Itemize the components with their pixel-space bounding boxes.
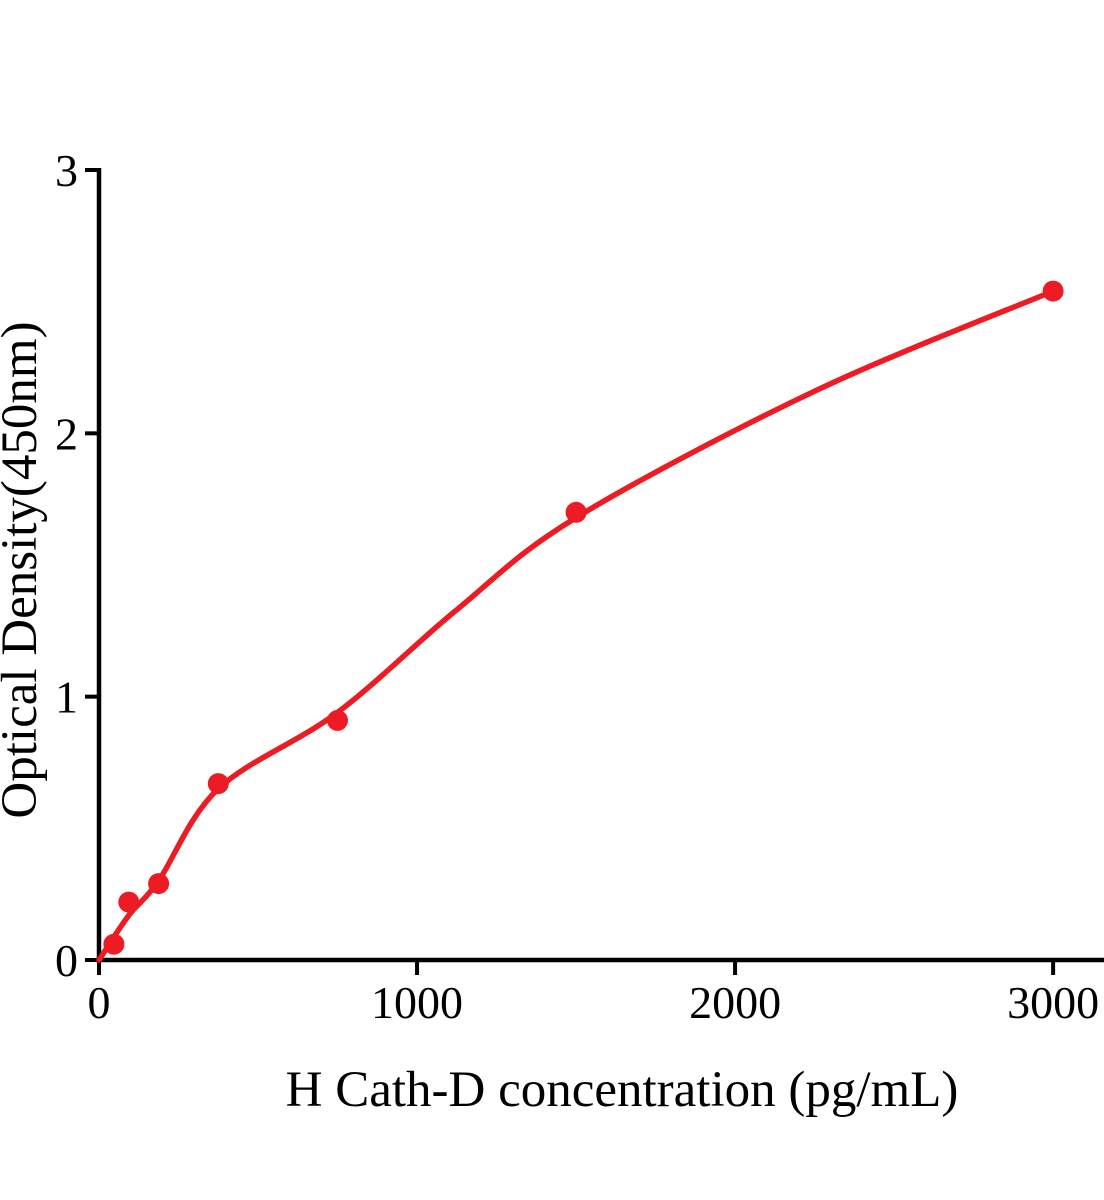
y-axis-ticks: 0 1 2 3	[55, 145, 99, 986]
data-point	[148, 873, 170, 895]
x-tick-label: 3000	[1007, 977, 1099, 1028]
data-point	[565, 501, 587, 523]
data-point	[207, 773, 229, 795]
x-axis-ticks: 0 1000 2000 3000	[88, 960, 1099, 1028]
x-tick-label: 1000	[371, 977, 463, 1028]
y-tick-label: 0	[55, 935, 78, 986]
fitted-curve-path	[96, 288, 1056, 963]
data-point	[118, 891, 140, 913]
y-tick-label: 1	[55, 672, 78, 723]
data-point	[327, 709, 348, 731]
x-tick-label: 0	[88, 977, 111, 1028]
x-tick-label: 2000	[689, 977, 781, 1028]
y-tick-label: 2	[55, 408, 78, 459]
y-axis-title: Optical Density(450nm)	[0, 321, 48, 818]
data-point	[1042, 280, 1064, 302]
fitted-curve	[96, 288, 1056, 963]
data-point	[103, 933, 125, 955]
y-tick-label: 3	[55, 145, 78, 196]
x-axis-title: H Cath-D concentration (pg/mL)	[286, 1062, 959, 1118]
data-points	[103, 280, 1064, 955]
